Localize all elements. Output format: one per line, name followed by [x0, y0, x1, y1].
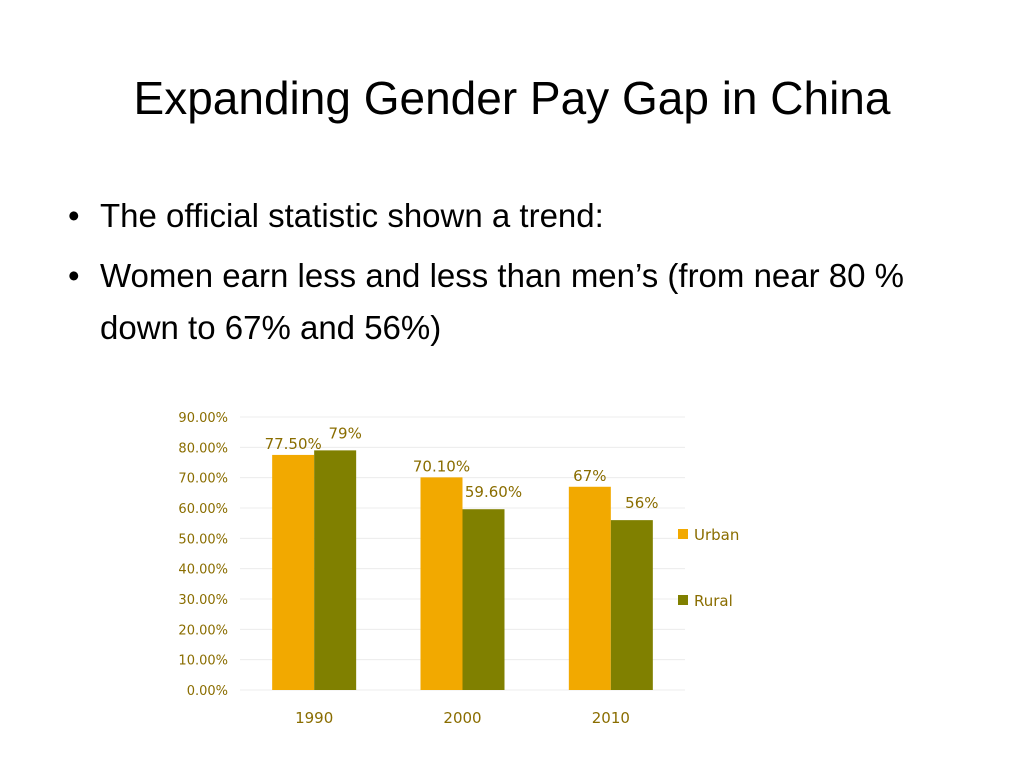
data-label: 59.60% [465, 483, 522, 501]
bar [272, 454, 315, 690]
bullet-text: The official statistic shown a trend: [100, 197, 604, 234]
bar [462, 509, 505, 690]
data-label: 70.10% [413, 457, 470, 475]
bar [420, 477, 463, 690]
bar [568, 486, 611, 690]
bar-chart-svg: 0.00% 10.00% 20.00% 30.00% 40.00% 50.00% 60.00… [178, 411, 739, 727]
x-tick-label: 1990 [295, 709, 333, 727]
legend-label: Urban [694, 526, 739, 544]
bullet-dot-icon: • [68, 257, 80, 294]
y-tick-label: 80.00% [178, 441, 228, 456]
legend-swatch [678, 529, 688, 539]
legend-label: Rural [694, 592, 733, 610]
y-tick-label: 0.00% [187, 684, 228, 699]
y-tick-label: 20.00% [178, 623, 228, 638]
y-tick-label: 40.00% [178, 563, 228, 578]
bullet-dot-icon: • [68, 197, 80, 234]
y-tick-label: 50.00% [178, 532, 228, 547]
bullet-text: Women earn less and less than men’s (fro… [100, 257, 905, 346]
legend-swatch [678, 595, 688, 605]
x-tick-label: 2000 [443, 709, 481, 727]
bar-chart: 0.00% 10.00% 20.00% 30.00% 40.00% 50.00% 60.00… [150, 400, 770, 740]
bullet-item: • The official statistic shown a trend: [60, 190, 960, 242]
bullet-item: • Women earn less and less than men’s (f… [60, 250, 960, 354]
y-tick-label: 90.00% [178, 411, 228, 426]
bar [314, 450, 357, 690]
bullet-list: • The official statistic shown a trend: … [60, 190, 960, 362]
x-tick-label: 2010 [592, 709, 630, 727]
y-tick-label: 30.00% [178, 593, 228, 608]
bar [610, 520, 653, 690]
data-label: 56% [625, 494, 658, 512]
data-label: 79% [328, 424, 361, 442]
data-label: 67% [573, 467, 606, 485]
y-tick-label: 70.00% [178, 472, 228, 487]
y-tick-label: 10.00% [178, 654, 228, 669]
slide-title: Expanding Gender Pay Gap in China [133, 72, 891, 124]
data-label: 77.50% [265, 435, 322, 453]
y-tick-label: 60.00% [178, 502, 228, 517]
